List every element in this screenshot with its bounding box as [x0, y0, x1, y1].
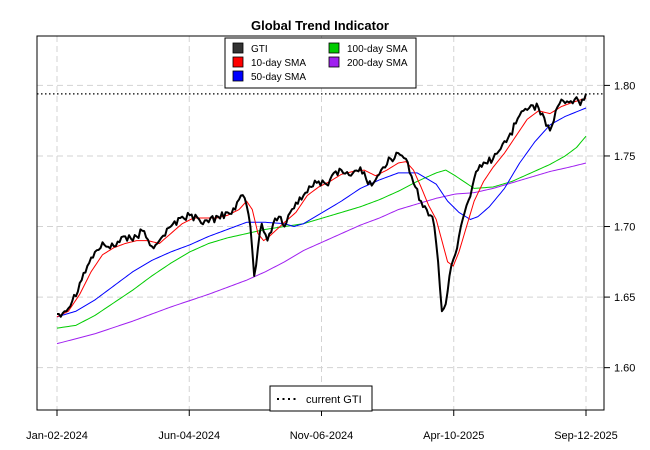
chart-title: Global Trend Indicator [251, 18, 389, 33]
x-tick-label: Jan-02-2024 [26, 430, 88, 442]
legend-label-200: 200-day SMA [347, 58, 408, 69]
y-tick-label: 1.65 [614, 292, 635, 304]
y-tick-label: 1.60 [614, 363, 635, 375]
legend-swatch-10 [232, 56, 244, 68]
x-tick-label: Jun-04-2024 [158, 430, 220, 442]
legend-swatch-200 [328, 56, 340, 68]
x-tick-label: Apr-10-2025 [423, 430, 484, 442]
legend-top-box [224, 37, 417, 89]
axes: Jan-02-2024 Jun-04-2024 Nov-06-2024 Apr-10-… [26, 80, 635, 442]
legend-label-current-gti: current GTI [306, 394, 362, 406]
y-tick-label: 1.70 [614, 222, 635, 234]
y-tick-label: 1.80 [614, 80, 635, 92]
series-layer [56, 93, 587, 345]
x-tick-label: Nov-06-2024 [290, 430, 354, 442]
sma-200-line [56, 162, 587, 345]
legend-label-10: 10-day SMA [251, 58, 306, 69]
legend-label-gti: GTI [251, 44, 268, 55]
x-tick-label: Sep-12-2025 [554, 430, 618, 442]
legend-top: GTI 100-day SMA 10-day SMA 200-day SMA 5… [224, 37, 417, 89]
legend-swatch-gti [232, 42, 244, 54]
legend-bottom-box [269, 385, 373, 412]
legend-label-100: 100-day SMA [347, 44, 408, 55]
plot-frame [36, 35, 605, 411]
legend-swatch-100 [328, 42, 340, 54]
gti-line [56, 93, 587, 318]
legend-bottom: current GTI [269, 385, 373, 412]
legend-label-50: 50-day SMA [251, 72, 306, 83]
legend-swatch-50 [232, 70, 244, 82]
grid [37, 36, 604, 410]
sma-100-line [56, 135, 587, 329]
y-tick-label: 1.75 [614, 151, 635, 163]
sma-50-line [56, 107, 587, 318]
